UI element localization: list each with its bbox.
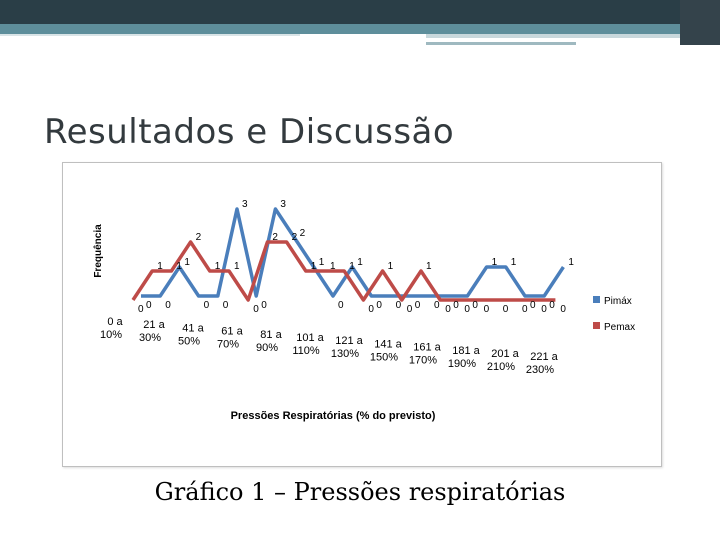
data-label: 1 <box>388 261 394 272</box>
data-label: 0 <box>146 300 152 311</box>
data-label: 0 <box>376 300 382 311</box>
legend-label-pemax: Pemax <box>604 322 635 333</box>
series-line-pimax <box>141 207 565 298</box>
data-label: 2 <box>272 232 278 243</box>
data-label: 0 <box>165 300 171 311</box>
y-axis-title: Frequência <box>93 224 104 278</box>
data-label: 0 <box>464 304 470 315</box>
x-tick-label: 181 a 190% <box>448 345 481 370</box>
data-label: 0 <box>396 300 402 311</box>
data-label: 0 <box>338 300 344 311</box>
data-label: 3 <box>280 199 286 210</box>
data-label: 1 <box>330 261 336 272</box>
data-label: 0 <box>530 300 536 311</box>
data-label: 1 <box>511 257 517 268</box>
series-line-pemax <box>131 240 556 302</box>
x-tick-label: 121 a 130% <box>331 335 364 360</box>
data-label: 0 <box>434 300 440 311</box>
data-label: 0 <box>503 304 509 315</box>
x-tick-label: 201 a 210% <box>487 348 520 373</box>
data-label: 1 <box>357 257 363 268</box>
x-tick-label: 101 a 110% <box>292 332 324 357</box>
data-label: 0 <box>445 304 451 315</box>
data-label: 0 <box>368 304 374 315</box>
data-label: 0 <box>453 300 459 311</box>
x-tick-label: 41 a 50% <box>178 322 205 347</box>
data-label: 0 <box>484 304 490 315</box>
slide-title: Resultados e Discussão <box>44 112 455 152</box>
top-bar-corner <box>680 0 720 45</box>
series-layer <box>131 207 565 302</box>
data-label: 1 <box>184 257 190 268</box>
legend-label-pimax: Pimáx <box>604 296 632 307</box>
figure-caption: Gráfico 1 – Pressões respiratórias <box>154 478 566 506</box>
data-label: 0 <box>253 304 259 315</box>
data-label: 0 <box>415 300 421 311</box>
data-label: 2 <box>196 232 202 243</box>
data-label: 0 <box>549 300 555 311</box>
legend: Pimáx Pemax <box>593 296 635 333</box>
data-label: 0 <box>407 304 413 315</box>
data-label: 0 <box>204 300 210 311</box>
legend-swatch-pemax <box>593 322 600 329</box>
data-label: 0 <box>541 304 547 315</box>
data-label: 1 <box>349 261 355 272</box>
x-axis-title: Pressões Respiratórias (% do previsto) <box>231 410 436 422</box>
data-label: 1 <box>319 257 325 268</box>
x-tick-label: 221 a 230% <box>526 351 559 376</box>
data-label: 0 <box>261 300 267 311</box>
x-tick-label: 21 a 30% <box>139 319 166 344</box>
data-label: 1 <box>215 261 221 272</box>
data-label: 0 <box>223 300 229 311</box>
data-label: 1 <box>492 257 498 268</box>
legend-swatch-pimax <box>593 296 600 303</box>
data-label: 2 <box>300 228 306 239</box>
data-label: 0 <box>138 304 144 315</box>
top-bar-dark <box>0 0 720 24</box>
data-label: 0 <box>560 304 566 315</box>
data-label: 1 <box>157 261 163 272</box>
top-bar-teal <box>0 24 720 34</box>
accent-line <box>426 34 680 38</box>
data-label: 2 <box>292 232 298 243</box>
data-label: 0 <box>522 304 528 315</box>
data-label: 1 <box>568 257 574 268</box>
data-label: 1 <box>311 261 317 272</box>
data-label: 1 <box>176 261 182 272</box>
accent-line <box>426 42 576 45</box>
x-tick-label: 0 a 10% <box>100 316 124 341</box>
x-tick-label: 161 a 170% <box>409 342 442 367</box>
data-label: 3 <box>242 199 248 210</box>
x-tick-label: 81 a 90% <box>256 329 283 354</box>
data-label: 1 <box>426 261 432 272</box>
data-label: 1 <box>234 261 240 272</box>
x-tick-label: 61 a 70% <box>217 326 244 351</box>
x-tick-label: 141 a 150% <box>370 338 403 363</box>
data-label: 0 <box>472 300 478 311</box>
accent-line <box>0 34 300 36</box>
